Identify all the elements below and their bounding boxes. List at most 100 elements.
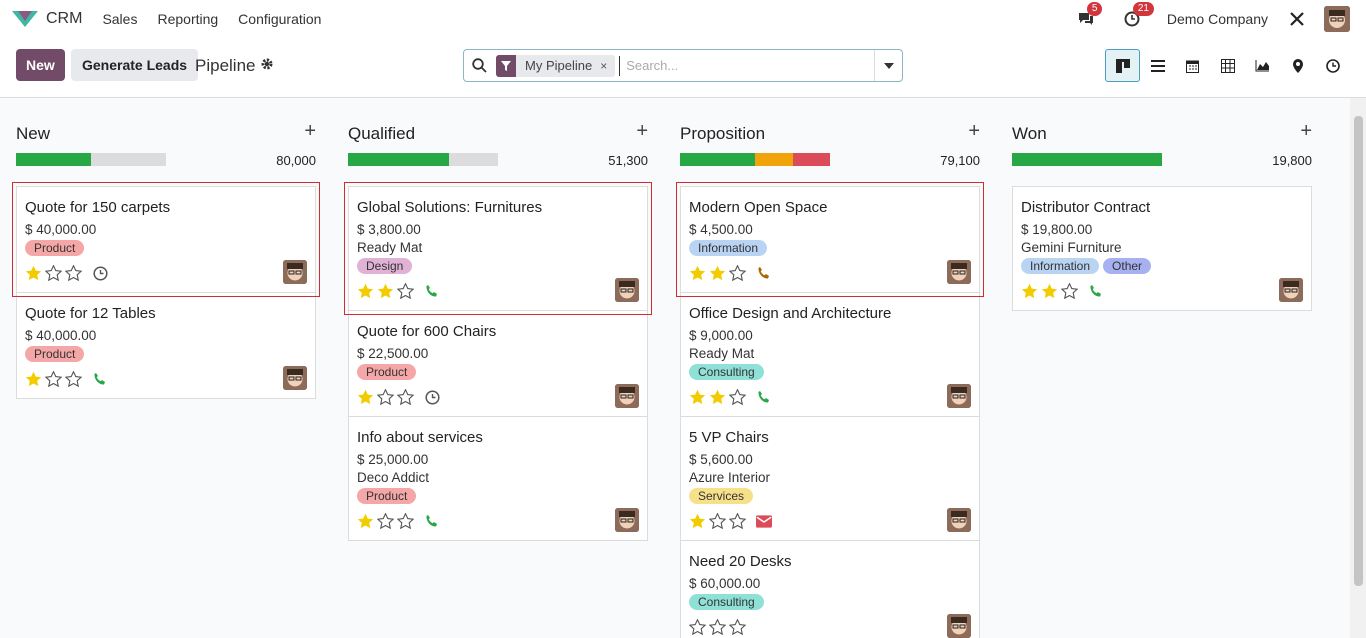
crm-logo-icon[interactable]: [12, 9, 38, 29]
progress-segment[interactable]: [680, 153, 755, 166]
star-empty-icon[interactable]: [377, 513, 394, 529]
activity-button[interactable]: [92, 371, 108, 387]
progress-segment[interactable]: [16, 153, 91, 166]
user-avatar[interactable]: [1324, 5, 1350, 32]
debug-tools-button[interactable]: [1286, 8, 1308, 30]
column-title[interactable]: New: [16, 124, 51, 143]
column-title[interactable]: Proposition: [680, 124, 766, 143]
scrollbar-thumb[interactable]: [1354, 116, 1363, 586]
priority-stars[interactable]: [25, 371, 82, 387]
star-filled-icon[interactable]: [709, 265, 726, 281]
star-empty-icon[interactable]: [729, 389, 746, 405]
priority-stars[interactable]: [689, 265, 746, 281]
activity-button[interactable]: [1088, 283, 1104, 299]
list-view-button[interactable]: [1140, 49, 1175, 82]
priority-stars[interactable]: [357, 389, 414, 405]
star-empty-icon[interactable]: [397, 389, 414, 405]
star-filled-icon[interactable]: [25, 371, 42, 387]
kanban-card[interactable]: Quote for 600 Chairs $ 22,500.00 Product: [348, 310, 648, 417]
star-empty-icon[interactable]: [397, 283, 414, 299]
column-progress-bar[interactable]: [16, 153, 166, 166]
column-add-button[interactable]: +: [304, 120, 316, 142]
activity-button[interactable]: [756, 513, 772, 529]
star-empty-icon[interactable]: [45, 371, 62, 387]
star-empty-icon[interactable]: [729, 513, 746, 529]
column-title[interactable]: Won: [1012, 124, 1047, 143]
star-empty-icon[interactable]: [709, 619, 726, 635]
priority-stars[interactable]: [357, 513, 414, 529]
messages-button[interactable]: 5: [1075, 1, 1103, 30]
progress-segment[interactable]: [1012, 153, 1162, 166]
generate-leads-button[interactable]: Generate Leads: [71, 49, 199, 81]
priority-stars[interactable]: [689, 619, 746, 635]
star-empty-icon[interactable]: [689, 619, 706, 635]
activity-button[interactable]: [424, 513, 440, 529]
salesperson-avatar[interactable]: [947, 508, 971, 532]
star-empty-icon[interactable]: [1061, 283, 1078, 299]
app-name[interactable]: CRM: [46, 9, 83, 27]
progress-segment[interactable]: [792, 153, 830, 166]
column-title[interactable]: Qualified: [348, 124, 416, 143]
menu-reporting[interactable]: Reporting: [157, 10, 219, 27]
activity-button[interactable]: [424, 389, 440, 405]
star-filled-icon[interactable]: [1021, 283, 1038, 299]
column-progress-bar[interactable]: [348, 153, 498, 166]
salesperson-avatar[interactable]: [947, 260, 971, 284]
salesperson-avatar[interactable]: [947, 614, 971, 638]
calendar-view-button[interactable]: [1175, 49, 1210, 82]
activity-button[interactable]: [92, 265, 108, 281]
column-add-button[interactable]: +: [1300, 120, 1312, 142]
column-add-button[interactable]: +: [968, 120, 980, 142]
activity-button[interactable]: [424, 283, 440, 299]
search-options-toggle[interactable]: [874, 50, 902, 81]
star-filled-icon[interactable]: [709, 389, 726, 405]
gear-icon[interactable]: [260, 57, 274, 71]
vertical-scrollbar[interactable]: [1350, 98, 1366, 638]
salesperson-avatar[interactable]: [615, 508, 639, 532]
map-view-button[interactable]: [1280, 49, 1315, 82]
menu-configuration[interactable]: Configuration: [238, 10, 322, 27]
star-empty-icon[interactable]: [709, 513, 726, 529]
star-filled-icon[interactable]: [1041, 283, 1058, 299]
kanban-card[interactable]: Modern Open Space $ 4,500.00 Information: [676, 182, 984, 297]
kanban-view-button[interactable]: [1105, 49, 1140, 82]
star-filled-icon[interactable]: [25, 265, 42, 281]
salesperson-avatar[interactable]: [283, 366, 307, 390]
star-empty-icon[interactable]: [397, 513, 414, 529]
new-button[interactable]: New: [16, 49, 65, 81]
star-empty-icon[interactable]: [65, 371, 82, 387]
activity-button[interactable]: [756, 389, 772, 405]
star-empty-icon[interactable]: [729, 265, 746, 281]
star-empty-icon[interactable]: [65, 265, 82, 281]
star-empty-icon[interactable]: [729, 619, 746, 635]
priority-stars[interactable]: [1021, 283, 1078, 299]
kanban-card[interactable]: Quote for 12 Tables $ 40,000.00 Product: [16, 292, 316, 399]
pivot-view-button[interactable]: [1210, 49, 1245, 82]
salesperson-avatar[interactable]: [615, 278, 639, 302]
kanban-card[interactable]: Global Solutions: Furnitures $ 3,800.00 …: [344, 182, 652, 315]
progress-segment[interactable]: [755, 153, 793, 166]
graph-view-button[interactable]: [1245, 49, 1280, 82]
column-add-button[interactable]: +: [636, 120, 648, 142]
kanban-card[interactable]: Info about services $ 25,000.00 Deco Add…: [348, 416, 648, 541]
star-empty-icon[interactable]: [377, 389, 394, 405]
kanban-card[interactable]: Quote for 150 carpets $ 40,000.00 Produc…: [12, 182, 320, 297]
salesperson-avatar[interactable]: [947, 384, 971, 408]
priority-stars[interactable]: [25, 265, 82, 281]
salesperson-avatar[interactable]: [615, 384, 639, 408]
activity-button[interactable]: [756, 265, 772, 281]
priority-stars[interactable]: [689, 389, 746, 405]
star-filled-icon[interactable]: [689, 389, 706, 405]
salesperson-avatar[interactable]: [1279, 278, 1303, 302]
menu-sales[interactable]: Sales: [102, 10, 138, 27]
company-switcher[interactable]: Demo Company: [1166, 10, 1268, 27]
star-filled-icon[interactable]: [357, 283, 374, 299]
star-filled-icon[interactable]: [377, 283, 394, 299]
salesperson-avatar[interactable]: [283, 260, 307, 284]
priority-stars[interactable]: [689, 513, 746, 529]
activity-view-button[interactable]: [1315, 49, 1350, 82]
kanban-card[interactable]: 5 VP Chairs $ 5,600.00 Azure Interior Se…: [680, 416, 980, 541]
progress-segment[interactable]: [348, 153, 449, 166]
star-filled-icon[interactable]: [689, 513, 706, 529]
priority-stars[interactable]: [357, 283, 414, 299]
